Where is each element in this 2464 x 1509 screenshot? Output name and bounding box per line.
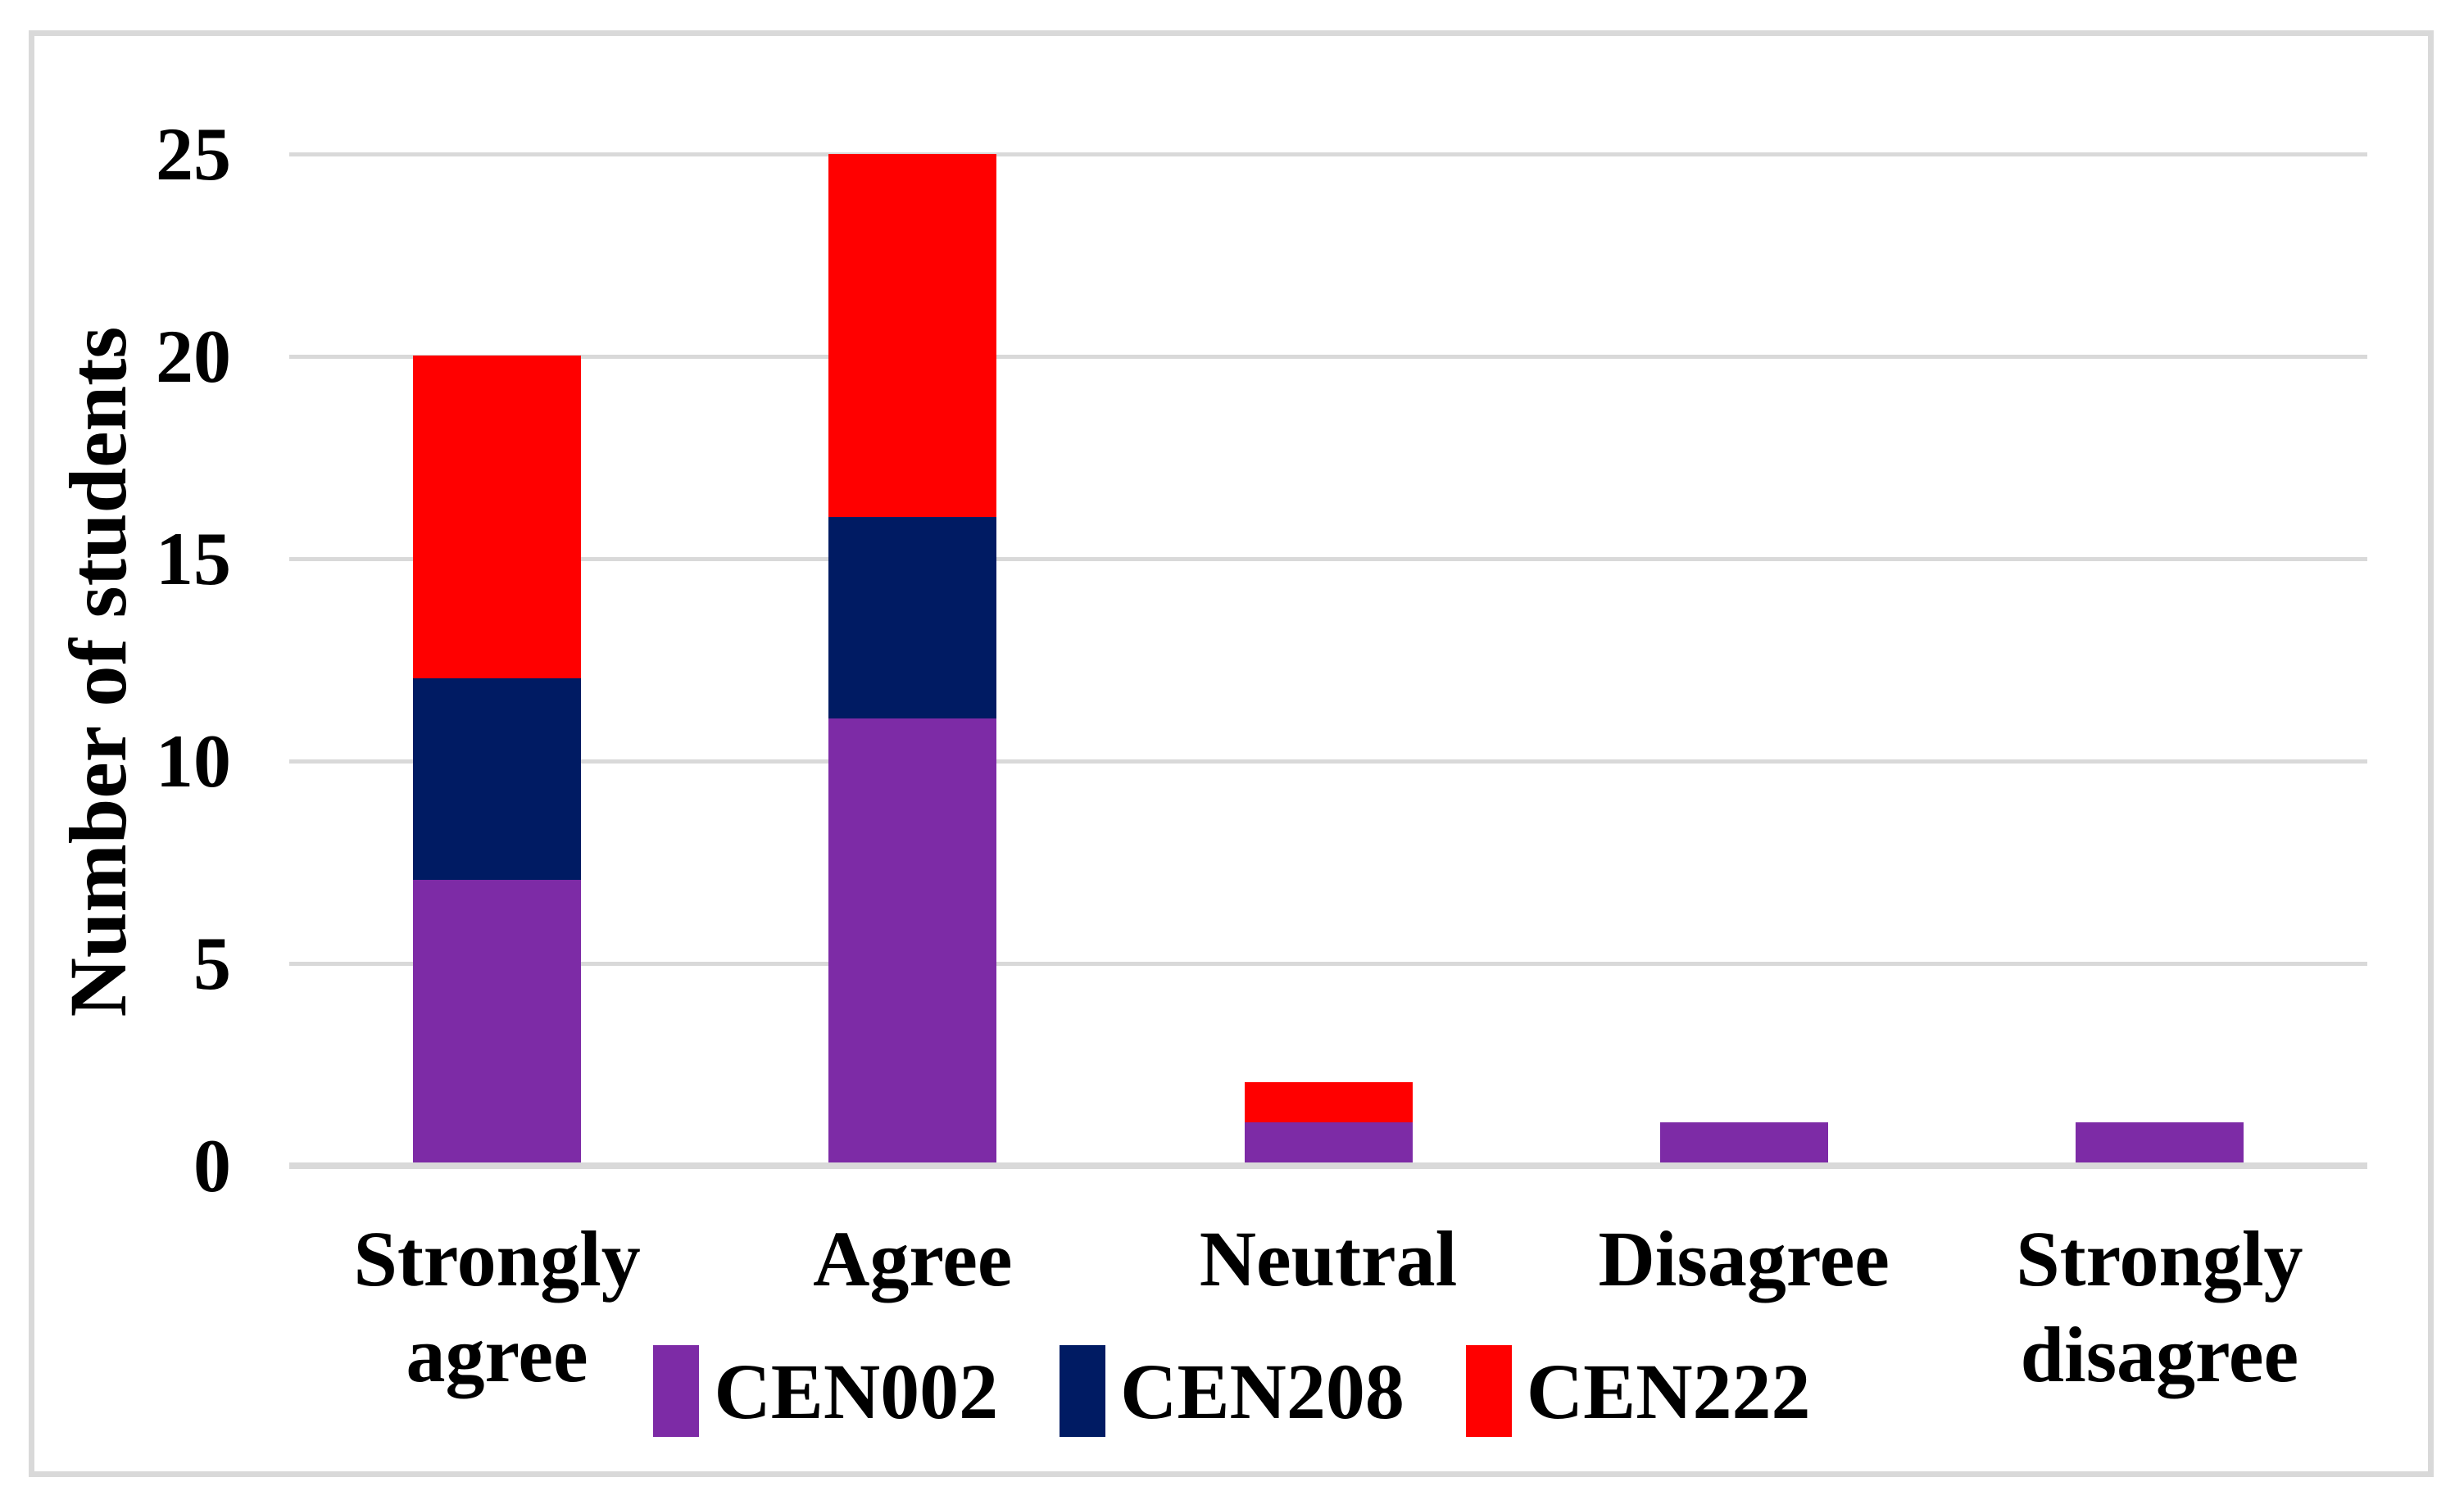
- legend-item-CEN208: CEN208: [1060, 1345, 1404, 1437]
- legend-label: CEN222: [1526, 1347, 1811, 1435]
- legend-label: CEN208: [1120, 1347, 1404, 1435]
- plot-area: [289, 152, 2367, 1169]
- bar-segment-CEN002: [1244, 1122, 1413, 1162]
- bar-segment-CEN208: [413, 678, 582, 881]
- chart-border: [29, 30, 2434, 1477]
- legend-item-CEN002: CEN002: [653, 1345, 998, 1437]
- legend-swatch-CEN002: [653, 1345, 700, 1437]
- bar-segment-CEN002: [413, 880, 582, 1162]
- bar-segment-CEN002: [828, 718, 997, 1162]
- gridline-10: [289, 759, 2367, 764]
- bar-segment-CEN002: [1659, 1122, 1828, 1162]
- gridline-15: [289, 556, 2367, 561]
- y-tick-label: 5: [193, 922, 231, 1005]
- legend-label: CEN002: [714, 1347, 999, 1435]
- y-tick-label: 15: [156, 517, 231, 600]
- x-category-label: Neutral: [1199, 1215, 1458, 1303]
- y-tick-label: 10: [156, 719, 231, 803]
- x-category-label: Strongly agree: [353, 1215, 641, 1399]
- bar-segment-CEN222: [1244, 1081, 1413, 1122]
- bar-segment-CEN208: [828, 517, 997, 719]
- bar-segment-CEN222: [828, 154, 997, 518]
- x-axis-line: [289, 1162, 2367, 1169]
- legend-item-CEN222: CEN222: [1465, 1345, 1811, 1437]
- bar-segment-CEN002: [2075, 1122, 2244, 1162]
- y-tick-label: 25: [156, 112, 231, 196]
- gridline-25: [289, 152, 2367, 156]
- x-category-label: Agree: [813, 1215, 1013, 1303]
- bar-segment-CEN222: [413, 356, 582, 679]
- gridline-20: [289, 354, 2367, 359]
- y-tick-label: 0: [193, 1124, 231, 1208]
- gridline-5: [289, 961, 2367, 966]
- y-tick-label: 20: [156, 315, 231, 398]
- x-category-label: Disagree: [1598, 1215, 1890, 1303]
- legend-swatch-CEN208: [1060, 1345, 1106, 1437]
- x-category-label: Strongly disagree: [2016, 1215, 2303, 1399]
- legend-swatch-CEN222: [1465, 1345, 1512, 1437]
- legend: CEN002 CEN208 CEN222: [0, 1334, 2464, 1448]
